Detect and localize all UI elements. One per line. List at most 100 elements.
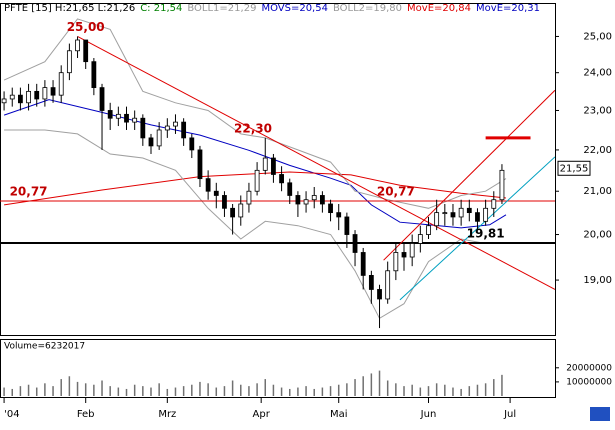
candle-body [26,90,31,104]
candle-body [115,113,121,119]
candle-body [271,157,276,175]
annotation: 19,81 [467,227,505,241]
candle-body [287,182,293,196]
candle-body [140,117,146,139]
header-item: MOVS=20,54 [261,3,328,14]
candle-body [311,195,317,201]
candle-body [295,195,301,205]
trend-line [383,89,555,261]
x-tick-label: Apr [253,409,271,420]
x-tick-label: Jun [420,409,437,420]
candle-body [336,212,342,218]
candle-body [483,207,489,222]
candle-body [230,207,236,218]
y-tick-label: 19,00 [583,275,612,286]
candle-body [409,243,415,258]
candle-body [222,195,227,209]
candle-body [197,149,203,180]
candle-body [83,39,89,63]
header-item: MovE=20,84 [407,3,471,14]
annotation: 20,77 [10,185,48,199]
candle-body [499,169,505,201]
candle-body [34,90,40,100]
trend-line [77,36,555,290]
x-tick-label: Mai [330,409,348,420]
candle-body [246,190,252,205]
candle-body [66,50,72,74]
indicator-line [4,171,507,206]
volume-tick-label: 10000000 [566,377,612,387]
candle-body [442,212,448,215]
y-tick-label: 22,00 [583,145,612,156]
scroll-icon[interactable] [590,407,610,421]
candle-body [1,98,7,104]
candle-body [475,212,480,222]
candle-body [377,289,382,300]
plot-area [0,18,555,329]
candle-body [148,137,154,147]
candle-body [156,129,162,147]
candle-body [393,252,399,272]
candle-body [254,169,260,192]
y-tick-label: 25,00 [583,31,612,42]
candle-body [385,270,391,300]
x-tick-label: Mrz [158,409,176,420]
y-tick-label: 20,00 [583,230,612,241]
candle-body [434,212,440,227]
candle-body [450,212,456,218]
candle-body [426,225,431,235]
candle-body [58,72,64,96]
candle-body [417,234,423,244]
candle-body [132,117,138,123]
candle-body [181,121,187,139]
candle-body [303,199,309,205]
candle-body [107,110,113,119]
price-panel [0,3,556,336]
candle-body [189,137,195,151]
annotation: 20,77 [377,185,415,199]
header-item: MovE=20,31 [476,3,540,14]
candle-body [18,94,23,104]
candle-body [319,195,325,205]
header-item: BOLL2=19,80 [333,3,402,14]
candle-body [491,199,497,209]
candle-body [279,174,284,184]
last-price-label: 21,55 [560,163,589,174]
candle-body [9,94,15,100]
candle-body [50,87,56,96]
last-price-box [557,160,591,176]
candle-body [352,234,358,253]
candle-body [466,207,472,214]
candle-body [238,203,244,218]
candle-body [124,113,129,123]
candle-body [213,190,219,196]
candle-body [344,216,350,235]
header-item: PFTE [15] H:21,65 L:21,26 [4,3,135,14]
header-item: C: 21,54 [140,3,182,14]
candle-body [458,207,464,218]
candle-body [368,275,374,290]
annotation: 22,30 [234,121,272,135]
candle-body [205,178,211,192]
candle-body [164,125,170,131]
candle-body [401,252,407,258]
y-tick-label: 21,00 [583,186,612,197]
volume-panel [0,339,556,398]
header: PFTE [15] H:21,65 L:21,26 C: 21,54 BOLL1=2… [4,3,540,14]
candle-body [173,121,178,127]
candle-body [75,39,80,52]
candle-body [91,61,97,89]
y-tick-label: 24,00 [583,68,612,79]
indicator-line [3,18,507,209]
volume-label: Volume=6232017 [4,342,85,352]
x-tick-label: Feb [77,409,95,420]
candle-body [42,87,48,100]
candle-body [328,203,333,214]
x-tick-label: '04 [4,409,19,420]
candle-body [99,87,105,111]
x-tick-label: Jul [503,409,516,420]
volume-tick-label: 20000000 [566,363,612,373]
indicator-line [4,129,506,320]
